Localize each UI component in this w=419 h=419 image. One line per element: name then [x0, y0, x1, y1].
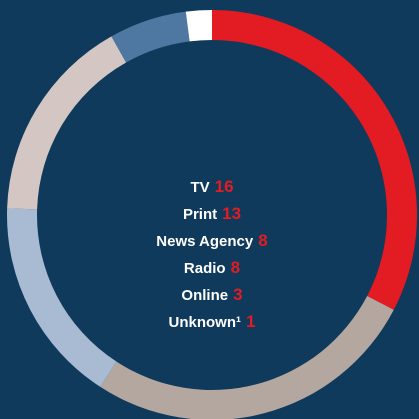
legend-entry: TV 16	[190, 177, 233, 196]
donut-segment	[7, 36, 127, 210]
legend-value: 13	[222, 204, 241, 223]
legend-value: 16	[215, 177, 234, 196]
legend-value: 1	[246, 312, 255, 331]
donut-segment	[185, 10, 212, 42]
legend-label: Online	[181, 287, 228, 304]
donut-segment	[111, 11, 190, 63]
legend-entry: Unknown¹ 1	[169, 312, 256, 331]
legend-entry: Online 3	[181, 285, 242, 304]
legend-value: 8	[258, 231, 267, 250]
donut-segment	[7, 208, 117, 387]
legend-label: News Agency	[156, 233, 254, 250]
legend-label: Unknown¹	[169, 314, 242, 331]
legend-entry: News Agency 8	[156, 231, 267, 250]
legend-entry: Radio 8	[184, 258, 240, 277]
donut-segment	[100, 295, 394, 419]
legend-value: 8	[231, 258, 240, 277]
legend-label: Print	[183, 206, 217, 223]
legend-entry: Print 13	[183, 204, 241, 223]
legend-label: Radio	[184, 260, 226, 277]
legend-label: TV	[190, 179, 209, 196]
legend-value: 3	[233, 285, 242, 304]
donut-segment	[212, 10, 418, 310]
